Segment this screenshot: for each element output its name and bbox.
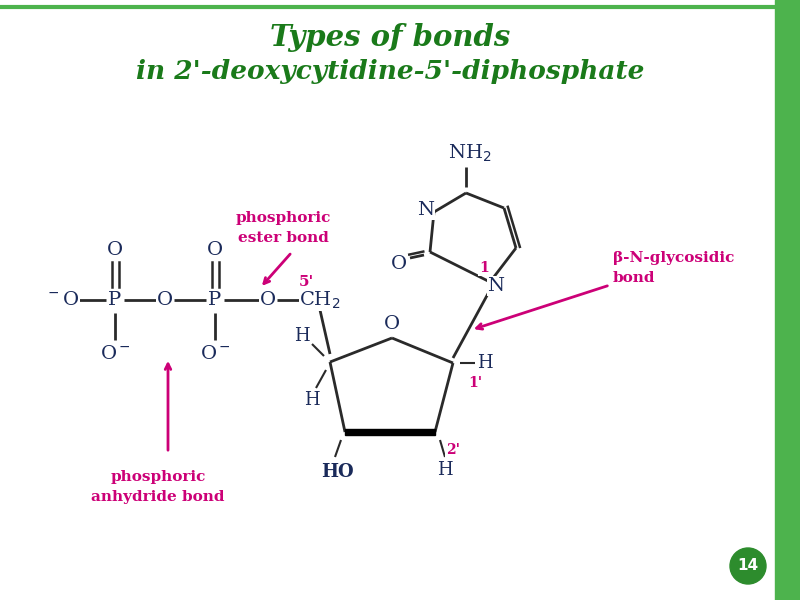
Text: O: O [260, 291, 276, 309]
Text: NH$_2$: NH$_2$ [448, 142, 492, 164]
Text: $^-$O: $^-$O [45, 291, 79, 309]
Text: O: O [107, 241, 123, 259]
Circle shape [730, 548, 766, 584]
Text: in 2'-deoxycytidine-5'-diphosphate: in 2'-deoxycytidine-5'-diphosphate [136, 59, 644, 85]
Text: β-N-glycosidic
bond: β-N-glycosidic bond [613, 251, 734, 285]
Text: O$^-$: O$^-$ [199, 345, 230, 363]
Text: O: O [157, 291, 173, 309]
Text: Types of bonds: Types of bonds [270, 23, 510, 52]
Text: O: O [391, 255, 407, 273]
Text: H: H [294, 327, 310, 345]
Text: P: P [108, 291, 122, 309]
Text: P: P [208, 291, 222, 309]
Text: O$^-$: O$^-$ [99, 345, 130, 363]
Text: 2': 2' [446, 443, 460, 457]
Text: O: O [384, 315, 400, 333]
Text: phosphoric
ester bond: phosphoric ester bond [235, 211, 330, 245]
Text: 1': 1' [468, 376, 482, 390]
Polygon shape [345, 429, 435, 435]
Text: CH$_2$: CH$_2$ [299, 289, 341, 311]
Text: 14: 14 [738, 559, 758, 574]
Text: phosphoric
anhydride bond: phosphoric anhydride bond [91, 470, 225, 504]
Text: H: H [304, 391, 320, 409]
Text: H: H [437, 461, 453, 479]
Text: 5': 5' [298, 275, 314, 289]
Text: N: N [487, 277, 505, 295]
Text: O: O [207, 241, 223, 259]
Text: HO: HO [321, 463, 354, 481]
Text: H: H [477, 354, 493, 372]
Text: N: N [418, 201, 434, 219]
Text: 1: 1 [479, 261, 489, 275]
